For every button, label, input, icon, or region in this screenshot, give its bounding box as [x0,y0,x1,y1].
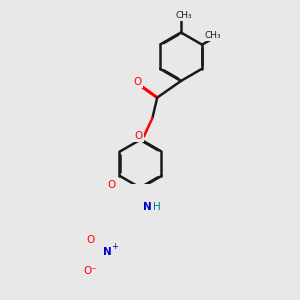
Text: O: O [135,131,143,141]
Text: O: O [86,235,94,244]
Text: N: N [143,202,152,212]
Text: O: O [107,180,116,190]
Text: N: N [103,247,112,257]
Text: CH₃: CH₃ [205,31,221,40]
Text: +: + [112,242,118,250]
Text: CH₃: CH₃ [176,11,192,20]
Text: O⁻: O⁻ [84,266,98,276]
Text: H: H [153,202,160,212]
Text: O: O [134,77,142,87]
